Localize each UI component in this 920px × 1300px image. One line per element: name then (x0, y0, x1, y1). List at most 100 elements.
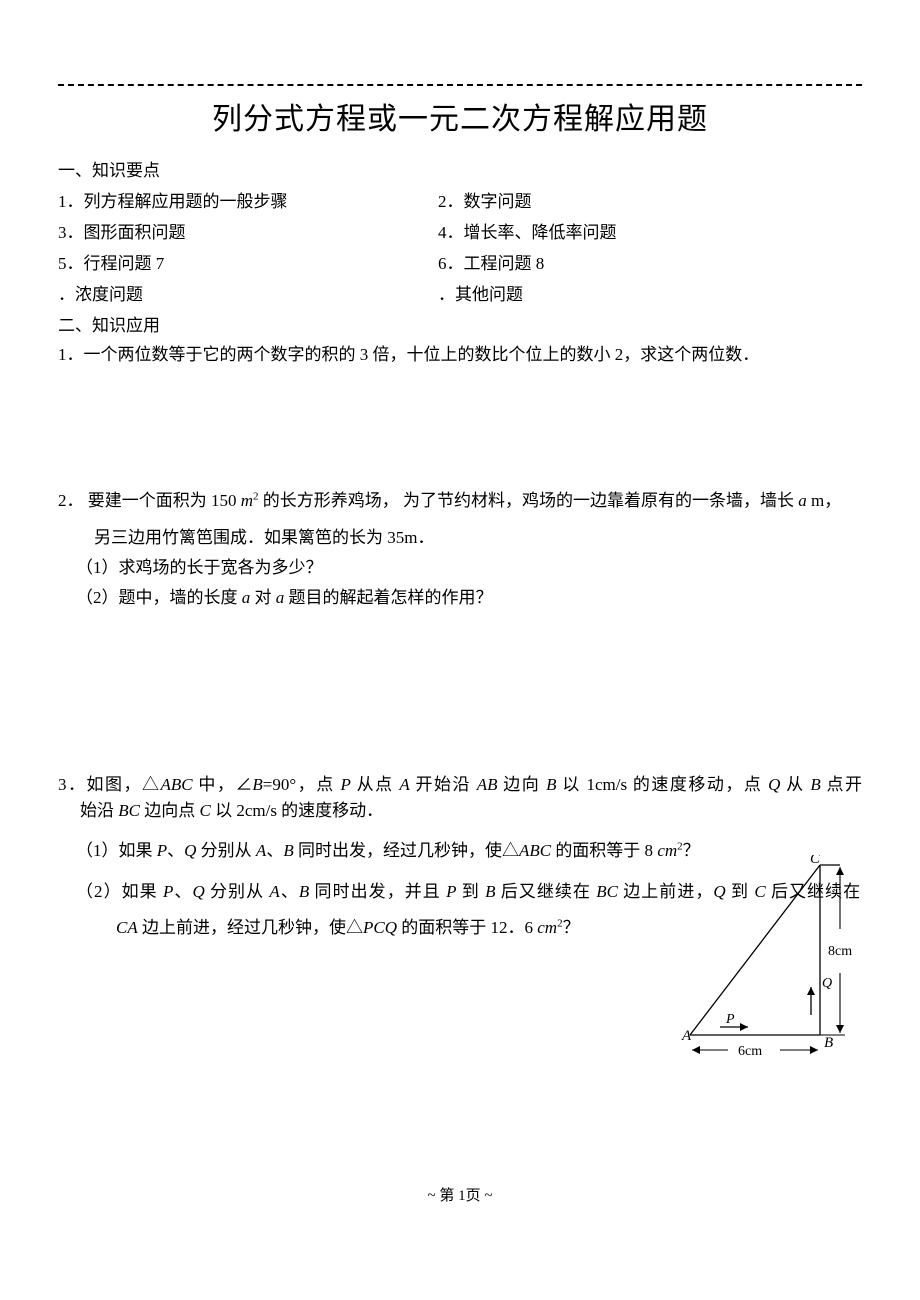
p3-t2: 中，∠ (193, 775, 253, 794)
p3s2e: 后又继续在 (495, 882, 596, 901)
p3s2l2d: ？ (563, 918, 580, 937)
knowledge-row-2: 3．图形面积问题 4．增长率、降低率问题 (58, 218, 862, 243)
section-2-header: 二、知识应用 (58, 311, 862, 336)
p2-sub2-a1: a (242, 588, 251, 607)
p3-ab: AB (477, 775, 498, 794)
problem-1: 1．一个两位数等于它的两个数字的积的 3 倍，十位上的数比个位上的数小 2，求这… (58, 342, 862, 368)
p3-t9: 点开 (821, 775, 862, 794)
p3-b2: B (546, 775, 556, 794)
p3-t6: 边向 (498, 775, 547, 794)
p3-b1: B (252, 775, 262, 794)
label-6cm: 6cm (738, 1044, 762, 1059)
top-dashed-rule (58, 84, 862, 86)
p2-sub2-suffix: 题目的解起着怎样的作用？ (284, 588, 492, 607)
kp-4: 4．增长率、降低率问题 (438, 218, 862, 243)
dim6-right-arrow (810, 1046, 818, 1054)
kp-6: 6．工程问题 8 (438, 249, 862, 274)
p3-t5: 开始沿 (410, 775, 477, 794)
p3-b3: B (810, 775, 820, 794)
problem-2-intro: 2． 要建一个面积为 150 m2 的长方形养鸡场， 为了节约材料，鸡场的一边靠… (58, 488, 862, 514)
p3s2-q: Q (192, 882, 204, 901)
p3s1b: 、 (167, 841, 184, 860)
kp-2: 2．数字问题 (438, 187, 862, 212)
label-8cm: 8cm (828, 944, 852, 959)
p3s1-b: B (283, 841, 293, 860)
dim8-bot-arrow (836, 1025, 844, 1033)
problem-2-line2: 另三边用竹篱笆围成．如果篱笆的长为 35m． (58, 525, 862, 551)
p3-bc1: BC (118, 801, 140, 820)
section-1-header: 一、知识要点 (58, 156, 862, 181)
kp-3: 3．图形面积问题 (58, 218, 438, 243)
p3-q1: Q (768, 775, 780, 794)
label-p: P (725, 1012, 735, 1027)
problem-2: 2． 要建一个面积为 150 m2 的长方形养鸡场， 为了节约材料，鸡场的一边靠… (58, 488, 862, 611)
p-arrow-head (740, 1023, 748, 1031)
p3s2l2-pcq: PCQ (363, 918, 397, 937)
p3s2-a: A (269, 882, 279, 901)
p3-t4: 从点 (351, 775, 400, 794)
kp-7: ．浓度问题 (58, 280, 438, 305)
p3s2l2b: 边上前进，经过几秒钟，使△ (138, 918, 363, 937)
p3-t7: 以 1cm/s 的速度移动，点 (556, 775, 768, 794)
p3s2b: 分别从 (205, 882, 270, 901)
p3s1c: 分别从 (196, 841, 256, 860)
p3s1-cm: cm (657, 841, 677, 860)
kp-8: ．其他问题 (438, 280, 862, 305)
document-title: 列分式方程或一元二次方程解应用题 (58, 94, 862, 138)
p3s2-bc: BC (596, 882, 618, 901)
p3s2-p: P (163, 882, 173, 901)
p3s2a: （2）如果 (76, 882, 163, 901)
p3-t3: =90°，点 (263, 775, 341, 794)
problem-2-sub2: （2）题中，墙的长度 a 对 a 题目的解起着怎样的作用？ (58, 585, 862, 611)
p3s1-a: A (256, 841, 266, 860)
p2-sub2-prefix: （2）题中，墙的长度 (76, 588, 242, 607)
p3s1-abc: ABC (519, 841, 551, 860)
p2-var-a: a (798, 491, 807, 510)
p3-l2a: 始沿 (80, 801, 118, 820)
p2-intro-prefix: 2． 要建一个面积为 150 (58, 491, 241, 510)
p3s1e: 同时出发，经过几秒钟，使△ (294, 841, 519, 860)
p3s1a: （1）如果 (76, 841, 157, 860)
p3s2c: 同时出发，并且 (309, 882, 446, 901)
p2-intro-end: m， (807, 491, 841, 510)
p3s2-p2: P (446, 882, 456, 901)
kp-1: 1．列方程解应用题的一般步骤 (58, 187, 438, 212)
p2-unit-m: m (241, 491, 253, 510)
p3s2-b2: B (485, 882, 495, 901)
knowledge-row-3: 5．行程问题 7 6．工程问题 8 (58, 249, 862, 274)
p3s2-b1: B (299, 882, 309, 901)
label-q: Q (822, 976, 832, 991)
p3s1-q: Q (184, 841, 196, 860)
p3-t8: 从 (780, 775, 810, 794)
q-arrow-head (807, 987, 815, 995)
knowledge-row-1: 1．列方程解应用题的一般步骤 2．数字问题 (58, 187, 862, 212)
p2-sub2-a2: a (276, 588, 285, 607)
p3s1-p: P (157, 841, 167, 860)
p3-a1: A (399, 775, 409, 794)
p3s1d: 、 (266, 841, 283, 860)
dim8-top-arrow (836, 867, 844, 875)
p3-l2c: 以 2cm/s 的速度移动． (211, 801, 383, 820)
page-footer: ~ 第 1页 ~ (0, 1184, 920, 1205)
problem-3-line1: 3．如图，△ABC 中，∠B=90°，点 P 从点 A 开始沿 AB 边向 B … (58, 772, 862, 798)
label-b: B (824, 1035, 833, 1051)
triangle-figure: A B C P Q 6cm 8cm (680, 855, 870, 1060)
dim6-left-arrow (692, 1046, 700, 1054)
problem-2-sub1: （1）求鸡场的长于宽各为多少？ (58, 555, 862, 581)
p3-t1: 3．如图，△ (58, 775, 161, 794)
p3-abc: ABC (161, 775, 193, 794)
p3s2dot1: 、 (173, 882, 192, 901)
p3-c1: C (199, 801, 210, 820)
p3s1f: 的面积等于 8 (551, 841, 657, 860)
p2-intro-suffix: 的长方形养鸡场， 为了节约材料，鸡场的一边靠着原有的一条墙，墙长 (259, 491, 799, 510)
p3-p1: P (340, 775, 350, 794)
p3-l2b: 边向点 (140, 801, 200, 820)
p2-sub2-mid: 对 (250, 588, 276, 607)
label-c: C (810, 855, 821, 867)
label-a: A (681, 1028, 692, 1044)
kp-5: 5．行程问题 7 (58, 249, 438, 274)
p3s2l2-cm: cm (537, 918, 557, 937)
p3s2l2-ca: CA (116, 918, 138, 937)
edge-ca (690, 865, 820, 1035)
p3s2dot2: 、 (280, 882, 299, 901)
